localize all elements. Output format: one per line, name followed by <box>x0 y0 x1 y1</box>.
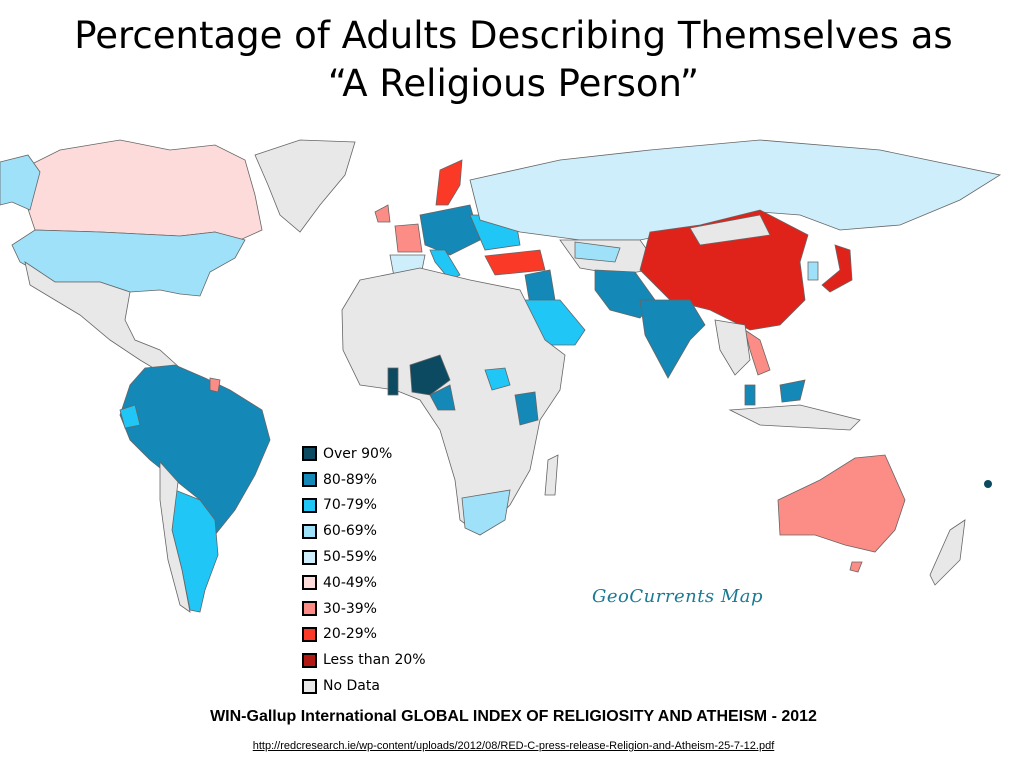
kenya <box>514 391 539 426</box>
legend-label: 60-69% <box>323 523 377 540</box>
title-line-1: Percentage of Adults Describing Themselv… <box>74 14 953 57</box>
legend-item: 70-79% <box>302 493 426 519</box>
legend-item: Over 90% <box>302 441 426 467</box>
legend-label: Over 90% <box>323 445 393 462</box>
madagascar <box>544 454 559 496</box>
cameroon <box>429 384 456 411</box>
suriname <box>209 377 221 393</box>
legend-label: No Data <box>323 678 380 695</box>
indonesia <box>728 404 861 431</box>
source-title: WIN-Gallup International GLOBAL INDEX OF… <box>210 708 817 725</box>
uk <box>374 204 391 223</box>
central-europe <box>419 204 481 256</box>
southeast-asia <box>714 319 751 376</box>
legend: Over 90% 80-89% 70-79% 60-69% 50-59% 40-49% 30… <box>302 441 426 699</box>
canada <box>24 139 263 241</box>
source-url-link[interactable]: http://redcresearch.ie/wp-content/upload… <box>252 740 775 752</box>
alaska <box>0 154 41 211</box>
ecuador <box>119 404 141 429</box>
sweden <box>435 159 463 206</box>
turkey <box>484 249 546 276</box>
legend-label: 30-39% <box>323 600 377 617</box>
japan <box>821 244 853 293</box>
legend-item: 20-29% <box>302 622 426 648</box>
legend-swatch <box>302 626 317 642</box>
legend-item: 50-59% <box>302 544 426 570</box>
greenland <box>254 139 356 233</box>
mongolia <box>689 214 771 246</box>
legend-swatch <box>302 678 317 694</box>
russia <box>469 139 1002 241</box>
nigeria <box>409 354 451 396</box>
ghana <box>387 367 399 396</box>
map-title: Percentage of Adults Describing Themselv… <box>0 12 1027 108</box>
watermark: GeoCurrents Map <box>592 586 764 607</box>
legend-item: 40-49% <box>302 570 426 596</box>
title-line-2: “A Religious Person” <box>327 62 700 105</box>
india <box>639 299 706 379</box>
legend-swatch <box>302 472 317 488</box>
borneo <box>779 379 806 403</box>
legend-swatch <box>302 652 317 668</box>
legend-label: 50-59% <box>323 549 377 566</box>
legend-swatch <box>302 497 317 513</box>
legend-label: 80-89% <box>323 471 377 488</box>
south-sudan <box>484 367 511 391</box>
legend-item: 30-39% <box>302 596 426 622</box>
legend-swatch <box>302 601 317 617</box>
legend-label: 70-79% <box>323 497 377 514</box>
south-africa <box>461 489 511 536</box>
iran-afghanistan-pakistan <box>594 269 656 319</box>
legend-item: No Data <box>302 673 426 699</box>
korea <box>807 261 819 281</box>
australia <box>777 454 906 553</box>
france <box>394 223 423 253</box>
legend-swatch <box>302 575 317 591</box>
kazakhstan-region <box>574 241 621 263</box>
legend-label: 20-29% <box>323 626 377 643</box>
malaysia <box>744 384 756 406</box>
vietnam <box>744 329 771 376</box>
tasmania <box>849 561 863 573</box>
legend-swatch <box>302 446 317 462</box>
legend-label: Less than 20% <box>323 652 426 669</box>
fiji <box>984 480 992 488</box>
legend-label: 40-49% <box>323 574 377 591</box>
legend-item: 60-69% <box>302 518 426 544</box>
legend-swatch <box>302 523 317 539</box>
legend-item: 80-89% <box>302 467 426 493</box>
new-zealand <box>929 519 966 586</box>
chile-bolivia <box>159 460 191 613</box>
legend-swatch <box>302 549 317 565</box>
legend-item: Less than 20% <box>302 647 426 673</box>
